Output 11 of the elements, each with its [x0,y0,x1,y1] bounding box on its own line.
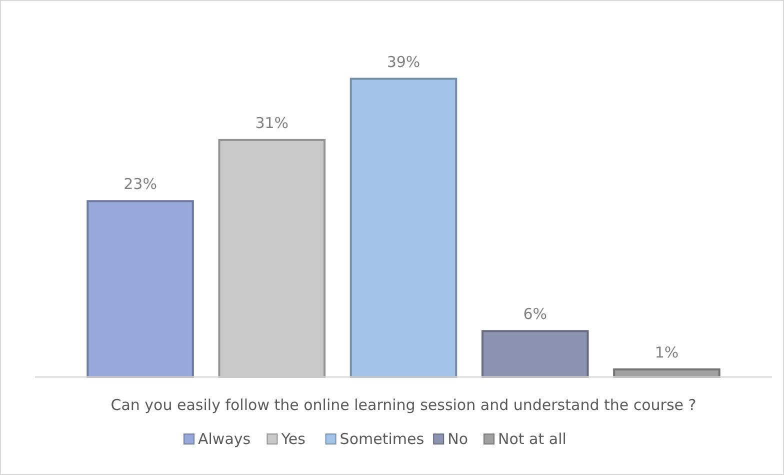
legend-label: No [448,430,468,448]
legend-label: Sometimes [340,430,424,448]
data-label: 23% [124,175,157,194]
legend-label: Not at all [498,430,566,448]
x-axis-title: Can you easily follow the online learning session and understand the course ? [110,396,696,414]
data-label: 1% [654,343,679,362]
legend-label: Always [198,430,251,448]
data-label: 31% [255,114,289,132]
legend-label: Yes [280,430,306,448]
data-label: 39% [386,52,420,71]
data-label: 6% [523,305,548,324]
